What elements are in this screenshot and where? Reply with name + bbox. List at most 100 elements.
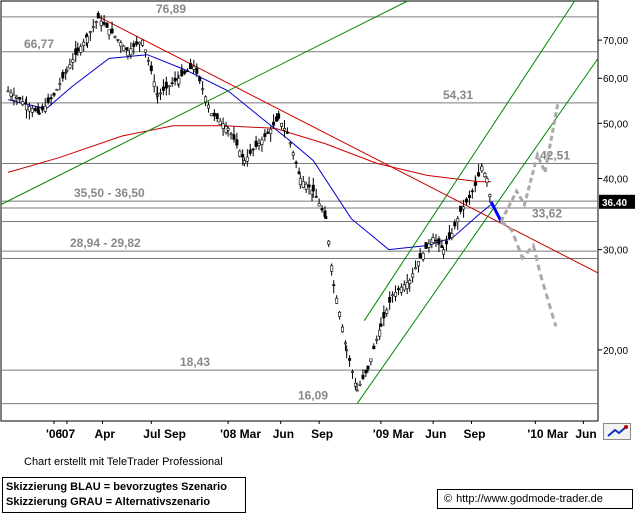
chart-tool-icon[interactable] [603,423,631,440]
price-candle [304,183,308,190]
price-candle [248,149,252,154]
price-candle [206,104,210,109]
price-candle [141,39,145,46]
price-candle [440,245,444,248]
plot-frame [0,0,599,422]
x-tick-label: Jun [273,427,294,441]
y-tick-label: 40,00 [603,174,628,185]
price-candle [480,166,484,172]
price-candle [335,297,339,304]
price-candle [46,97,50,103]
price-candle [226,128,230,131]
price-candle [301,180,305,188]
price-candle [285,131,289,134]
price-candle [218,120,222,125]
price-candle [229,133,233,136]
copyright-icon: © [444,493,453,505]
price-candle [204,96,208,103]
price-candle [221,123,225,129]
price-candle [280,123,284,127]
price-candle [245,156,249,162]
price-candle [186,70,190,73]
price-candle [277,113,281,119]
price-candle [74,48,78,55]
price-candle [49,97,53,100]
price-candle [105,23,109,28]
price-candle [442,249,446,255]
price-candle [434,239,438,242]
price-candle [388,296,392,303]
price-candle [369,358,373,362]
price-candle [88,31,92,33]
price-candle [418,253,422,259]
price-candle [164,81,168,89]
price-candle [421,252,425,260]
price-candle [18,97,22,100]
price-candle [269,128,273,135]
price-candle [408,279,412,284]
legend-grey-scenario: Skizzierung GRAU = Alternativszenario [6,496,211,508]
price-candle [385,309,389,314]
price-candle [399,286,403,293]
price-candle [338,311,342,317]
price-candle [427,243,431,248]
price-candle [343,342,347,345]
price-candle [257,142,261,146]
price-candle [314,196,318,198]
scenario-legend: Skizzierung BLAU = bevorzugtes Szenario … [2,477,246,513]
price-candle [485,178,489,183]
price-candle [298,178,302,186]
price-candle [416,261,420,267]
price-candle [242,160,246,164]
price-candle [251,148,255,151]
x-tick-label: '07 [59,427,76,441]
price-candle [58,83,62,85]
price-candle [488,194,492,197]
website-url: http://www.godmode-trader.de [456,493,603,505]
x-tick-label: '10 Mar [527,427,568,441]
price-candle [113,35,117,38]
price-candle [254,140,258,147]
trend-line [363,0,576,321]
price-candle [170,82,174,85]
level-label: 33,62 [532,206,562,220]
website-link[interactable]: © http://www.godmode-trader.de [437,489,633,509]
price-candle [71,59,75,63]
y-tick-label: 30,00 [603,246,628,257]
price-candle [351,371,355,373]
level-label: 35,50 - 36,50 [74,186,145,200]
price-candle [138,41,142,45]
price-candle [364,369,368,374]
price-candle [119,42,123,47]
price-candle [372,345,376,350]
price-candle [212,112,216,117]
price-candle [55,89,59,91]
price-candle [21,101,25,106]
price-candle [361,374,365,379]
price-candle [37,112,41,115]
x-tick-label: Sep [464,427,486,441]
price-candle [132,43,136,47]
price-candle [177,77,181,85]
price-candle [189,62,193,70]
price-candle [156,94,160,97]
price-candle [477,172,481,177]
price-candle [215,113,219,119]
price-candle [275,116,279,122]
price-candle [43,105,47,112]
price-candle [348,358,352,361]
price-candle [414,267,418,270]
price-candle [345,349,349,352]
x-tick-label: Apr [94,427,115,441]
price-candle [122,45,126,51]
price-candle [431,237,435,243]
trend-line [356,58,599,404]
level-label: 54,31 [443,88,473,102]
price-candle [453,222,457,227]
x-tick-label: '09 Mar [373,427,414,441]
price-candle [195,68,199,74]
price-candle [9,92,13,97]
price-candle [126,50,130,57]
price-candle [327,240,331,245]
